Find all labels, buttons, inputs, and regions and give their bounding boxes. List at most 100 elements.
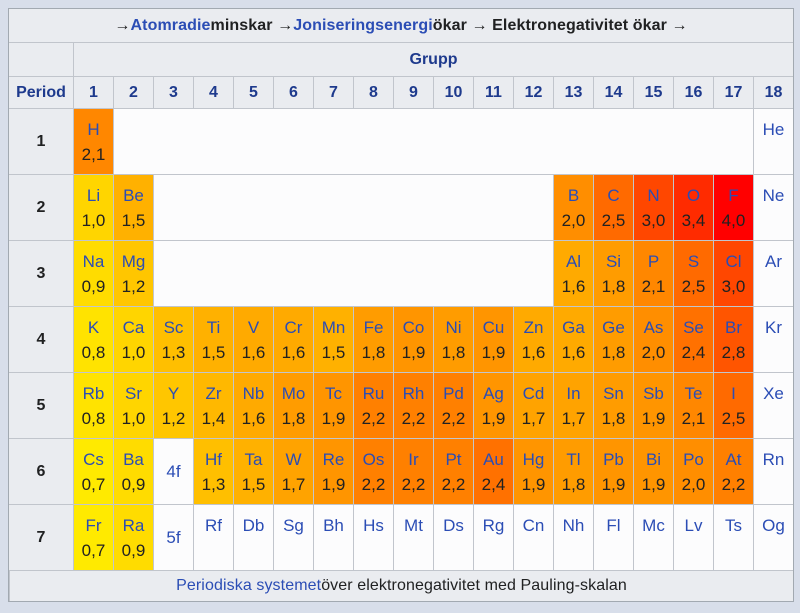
element-link-Sn[interactable]: Sn xyxy=(603,384,624,403)
element-link-Ts[interactable]: Ts xyxy=(725,516,742,535)
element-link-Si[interactable]: Si xyxy=(605,252,622,271)
element-link-Os[interactable]: Os xyxy=(362,450,385,469)
element-link-Rb[interactable]: Rb xyxy=(82,384,105,403)
element-link-Fe[interactable]: Fe xyxy=(363,318,384,337)
element-link-Ge[interactable]: Ge xyxy=(602,318,625,337)
element-link-Ca[interactable]: Ca xyxy=(122,318,145,337)
element-link-Bi[interactable]: Bi xyxy=(645,450,662,469)
element-link-Co[interactable]: Co xyxy=(402,318,425,337)
element-link-Cu[interactable]: Cu xyxy=(482,318,505,337)
link-joniseringsenergi[interactable]: Joniseringsenergi xyxy=(293,16,433,34)
element-link-Cn[interactable]: Cn xyxy=(522,516,545,535)
element-cell-Mt: Mt xyxy=(393,504,433,570)
element-link-Og[interactable]: Og xyxy=(762,516,785,535)
element-link-Ir[interactable]: Ir xyxy=(408,450,419,469)
element-link-I[interactable]: I xyxy=(731,384,736,403)
element-link-Rn[interactable]: Rn xyxy=(762,450,785,469)
link-atomradie[interactable]: Atomradie xyxy=(130,16,211,34)
element-link-Hf[interactable]: Hf xyxy=(205,450,222,469)
element-link-Ne[interactable]: Ne xyxy=(762,186,785,205)
fblock-link-4f[interactable]: 4f xyxy=(166,461,181,481)
element-link-Po[interactable]: Po xyxy=(683,450,704,469)
element-link-O[interactable]: O xyxy=(686,186,701,205)
element-link-K[interactable]: K xyxy=(87,318,100,337)
element-link-Ag[interactable]: Ag xyxy=(483,384,504,403)
element-link-Bh[interactable]: Bh xyxy=(323,516,344,535)
element-link-Mo[interactable]: Mo xyxy=(281,384,306,403)
element-link-Fl[interactable]: Fl xyxy=(606,516,621,535)
element-link-Lv[interactable]: Lv xyxy=(684,516,703,535)
element-link-Ni[interactable]: Ni xyxy=(445,318,462,337)
element-link-N[interactable]: N xyxy=(647,186,660,205)
element-link-C[interactable]: C xyxy=(607,186,620,205)
element-link-Br[interactable]: Br xyxy=(725,318,742,337)
element-link-H[interactable]: H xyxy=(87,120,100,139)
element-link-S[interactable]: S xyxy=(687,252,700,271)
element-link-Al[interactable]: Al xyxy=(565,252,582,271)
element-link-Ds[interactable]: Ds xyxy=(443,516,464,535)
element-link-Rf[interactable]: Rf xyxy=(205,516,222,535)
element-link-Mg[interactable]: Mg xyxy=(121,252,146,271)
element-link-As[interactable]: As xyxy=(643,318,664,337)
element-link-Mc[interactable]: Mc xyxy=(642,516,665,535)
element-link-B[interactable]: B xyxy=(567,186,580,205)
element-link-Sb[interactable]: Sb xyxy=(643,384,664,403)
electronegativity-value-Sr: 1,0 xyxy=(121,409,146,428)
element-link-Se[interactable]: Se xyxy=(683,318,704,337)
element-link-Tl[interactable]: Tl xyxy=(566,450,581,469)
element-link-Li[interactable]: Li xyxy=(86,186,101,205)
element-link-Tc[interactable]: Tc xyxy=(325,384,342,403)
element-link-Re[interactable]: Re xyxy=(322,450,345,469)
element-link-Sg[interactable]: Sg xyxy=(283,516,304,535)
element-link-Zn[interactable]: Zn xyxy=(523,318,544,337)
element-link-F[interactable]: F xyxy=(728,186,739,205)
element-link-W[interactable]: W xyxy=(285,450,302,469)
element-symbol-Cs: Cs xyxy=(83,447,104,472)
fblock-link-5f[interactable]: 5f xyxy=(166,527,181,547)
element-link-Rg[interactable]: Rg xyxy=(482,516,505,535)
element-link-Hg[interactable]: Hg xyxy=(522,450,545,469)
element-link-Cl[interactable]: Cl xyxy=(725,252,742,271)
electronegativity-value-H: 2,1 xyxy=(81,145,106,164)
element-link-Ti[interactable]: Ti xyxy=(206,318,221,337)
element-link-Db[interactable]: Db xyxy=(242,516,265,535)
element-link-Be[interactable]: Be xyxy=(123,186,144,205)
element-link-Y[interactable]: Y xyxy=(167,384,180,403)
element-cell-K: K 0,8 xyxy=(73,306,113,372)
element-link-Te[interactable]: Te xyxy=(684,384,703,403)
element-link-At[interactable]: At xyxy=(725,450,742,469)
element-link-In[interactable]: In xyxy=(566,384,581,403)
element-link-P[interactable]: P xyxy=(647,252,660,271)
element-link-Rh[interactable]: Rh xyxy=(402,384,425,403)
element-link-Fr[interactable]: Fr xyxy=(85,516,102,535)
period-number-6: 6 xyxy=(9,438,73,504)
element-link-Nh[interactable]: Nh xyxy=(562,516,585,535)
element-link-Cd[interactable]: Cd xyxy=(522,384,545,403)
element-link-Na[interactable]: Na xyxy=(82,252,105,271)
element-link-Pd[interactable]: Pd xyxy=(443,384,464,403)
element-link-Cs[interactable]: Cs xyxy=(83,450,104,469)
element-link-Zr[interactable]: Zr xyxy=(205,384,222,403)
element-link-Ta[interactable]: Ta xyxy=(244,450,263,469)
element-link-Xe[interactable]: Xe xyxy=(763,384,784,403)
element-link-Ra[interactable]: Ra xyxy=(122,516,145,535)
element-link-Nb[interactable]: Nb xyxy=(242,384,265,403)
element-link-V[interactable]: V xyxy=(247,318,260,337)
element-link-Ga[interactable]: Ga xyxy=(562,318,585,337)
element-link-Pb[interactable]: Pb xyxy=(603,450,624,469)
element-link-Ba[interactable]: Ba xyxy=(123,450,144,469)
element-link-Ar[interactable]: Ar xyxy=(765,252,782,271)
element-link-Mn[interactable]: Mn xyxy=(321,318,346,337)
element-link-Au[interactable]: Au xyxy=(483,450,504,469)
element-link-Sr[interactable]: Sr xyxy=(125,384,142,403)
element-link-Kr[interactable]: Kr xyxy=(765,318,782,337)
element-link-Mt[interactable]: Mt xyxy=(404,516,423,535)
element-link-Ru[interactable]: Ru xyxy=(362,384,385,403)
link-periodiska-systemet[interactable]: Periodiska systemet xyxy=(176,577,322,594)
element-link-Cr[interactable]: Cr xyxy=(284,318,303,337)
electronegativity-value-I: 2,5 xyxy=(721,409,746,428)
element-link-Sc[interactable]: Sc xyxy=(163,318,184,337)
element-link-Hs[interactable]: Hs xyxy=(363,516,384,535)
element-link-Pt[interactable]: Pt xyxy=(445,450,462,469)
element-link-He[interactable]: He xyxy=(762,120,785,139)
